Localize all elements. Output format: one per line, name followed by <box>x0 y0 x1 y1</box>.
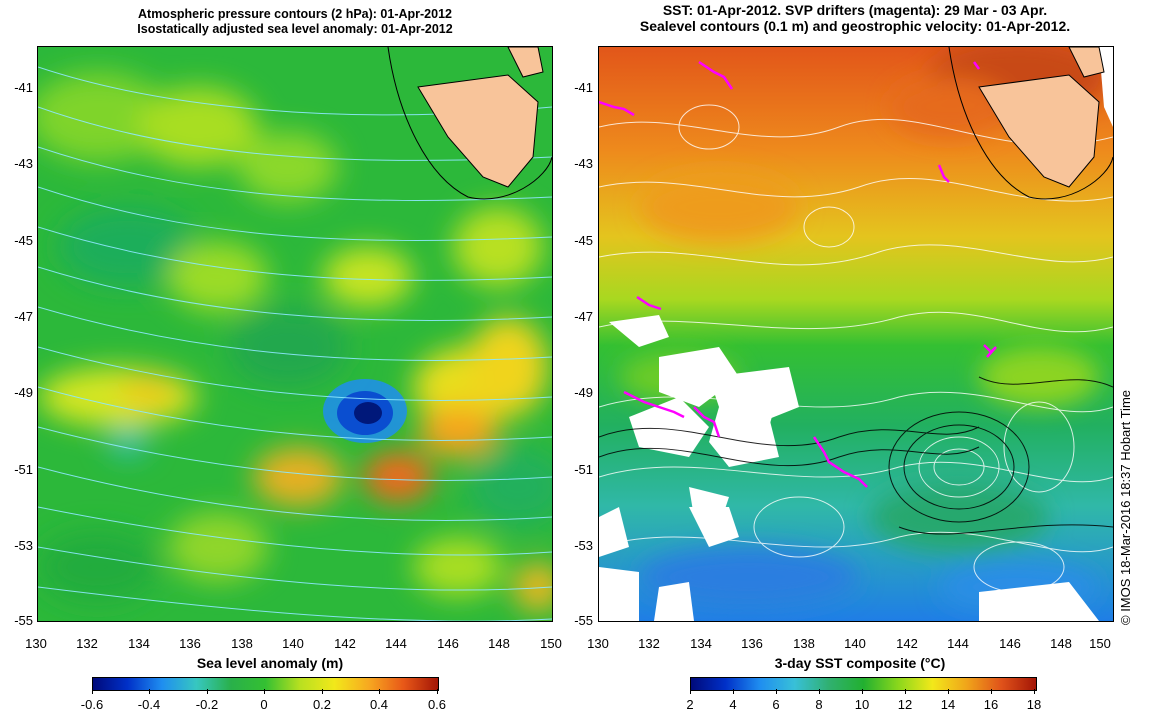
left-ytick: -41 <box>14 80 33 95</box>
sst-colorbar-label: 8 <box>815 697 823 712</box>
sla-colorbar-label: 0 <box>260 697 268 712</box>
sst-colorbar-tick <box>690 689 691 694</box>
left-xtick: 130 <box>25 636 47 651</box>
sea-level-colorbar <box>92 677 439 691</box>
left-xaxis-title: Sea level anomaly (m) <box>196 655 344 671</box>
sla-colorbar-label: -0.2 <box>195 697 219 712</box>
sst-colorbar <box>690 677 1037 691</box>
right-ytick: -51 <box>574 462 593 477</box>
sst-colorbar-tick <box>991 689 992 694</box>
sla-colorbar-label: -0.6 <box>80 697 104 712</box>
right-xtick: 146 <box>999 636 1021 651</box>
left-xtick: 142 <box>334 636 356 651</box>
left-title-line2: Isostatically adjusted sea level anomaly… <box>137 22 453 36</box>
sst-colorbar-label: 6 <box>772 697 780 712</box>
right-ytick: -45 <box>574 233 593 248</box>
right-ytick: -41 <box>574 80 593 95</box>
left-ytick: -45 <box>14 233 33 248</box>
left-xtick: 150 <box>540 636 562 651</box>
right-xtick: 130 <box>587 636 609 651</box>
sst-colorbar-label: 12 <box>897 697 913 712</box>
tasmania-land <box>948 47 1113 200</box>
right-ytick: -49 <box>574 385 593 400</box>
sst-svg <box>599 47 1113 621</box>
imos-credit: © IMOS 18-Mar-2016 18:37 Hobart Time <box>1118 389 1133 625</box>
sst-colorbar-label: 18 <box>1026 697 1042 712</box>
sst-colorbar-label: 14 <box>940 697 956 712</box>
left-ytick: -55 <box>14 613 33 628</box>
sla-colorbar-tick <box>264 689 265 694</box>
right-ytick: -55 <box>574 613 593 628</box>
sst-colorbar-label: 16 <box>983 697 999 712</box>
sst-colorbar-tick <box>948 689 949 694</box>
right-xtick: 138 <box>793 636 815 651</box>
sla-colorbar-tick <box>92 689 93 694</box>
left-xtick: 146 <box>437 636 459 651</box>
sst-colorbar-tick <box>776 689 777 694</box>
sst-colorbar-tick <box>905 689 906 694</box>
svp-drifters <box>599 60 997 488</box>
sst-colorbar-label: 2 <box>686 697 694 712</box>
right-xtick: 132 <box>638 636 660 651</box>
sst-colorbar-tick <box>862 689 863 694</box>
right-xaxis-title: 3-day SST composite (°C) <box>774 655 946 671</box>
left-xtick: 132 <box>76 636 98 651</box>
right-xtick: 150 <box>1089 636 1111 651</box>
low-anomaly-eddy <box>323 379 407 443</box>
right-xtick: 136 <box>741 636 763 651</box>
right-xtick: 142 <box>896 636 918 651</box>
sla-colorbar-tick <box>149 689 150 694</box>
right-title-line2: Sealevel contours (0.1 m) and geostrophi… <box>639 18 1071 34</box>
sla-colorbar-tick <box>437 689 438 694</box>
right-title-line1: SST: 01-Apr-2012. SVP drifters (magenta)… <box>662 2 1048 18</box>
left-xtick: 136 <box>179 636 201 651</box>
pressure-contours <box>38 66 552 621</box>
left-ytick: -53 <box>14 538 33 553</box>
right-xtick: 144 <box>947 636 969 651</box>
anomaly-field <box>38 72 552 612</box>
sea-level-anomaly-svg <box>38 47 552 621</box>
left-ytick: -49 <box>14 385 33 400</box>
left-ytick: -47 <box>14 309 33 324</box>
sst-colorbar-tick <box>733 689 734 694</box>
right-xtick: 140 <box>844 636 866 651</box>
sst-colorbar-tick <box>1034 689 1035 694</box>
sla-colorbar-tick <box>322 689 323 694</box>
cloud-mask <box>599 47 1113 621</box>
sst-colorbar-label: 10 <box>854 697 870 712</box>
sla-colorbar-tick <box>207 689 208 694</box>
right-xtick: 148 <box>1050 636 1072 651</box>
sla-colorbar-label: 0.2 <box>312 697 332 712</box>
left-xtick: 144 <box>385 636 407 651</box>
right-xtick: 134 <box>690 636 712 651</box>
left-xtick: 140 <box>282 636 304 651</box>
sla-colorbar-label: -0.4 <box>137 697 161 712</box>
sst-map <box>598 46 1114 622</box>
right-map-title: SST: 01-Apr-2012. SVP drifters (magenta)… <box>585 2 1125 34</box>
sst-colorbar-tick <box>819 689 820 694</box>
right-ytick: -53 <box>574 538 593 553</box>
sla-colorbar-label: 0.6 <box>427 697 447 712</box>
left-ytick: -43 <box>14 156 33 171</box>
left-xtick: 134 <box>128 636 150 651</box>
right-ytick: -47 <box>574 309 593 324</box>
left-xtick: 138 <box>231 636 253 651</box>
left-map-title: Atmospheric pressure contours (2 hPa): 0… <box>40 7 550 37</box>
sla-colorbar-tick <box>379 689 380 694</box>
tasmania-land <box>387 47 552 200</box>
sea-level-anomaly-map <box>37 46 553 622</box>
sla-colorbar-label: 0.4 <box>369 697 389 712</box>
left-ytick: -51 <box>14 462 33 477</box>
left-xtick: 148 <box>488 636 510 651</box>
sst-colorbar-label: 4 <box>729 697 737 712</box>
left-title-line1: Atmospheric pressure contours (2 hPa): 0… <box>138 7 452 21</box>
right-ytick: -43 <box>574 156 593 171</box>
geostrophic-streamlines <box>599 376 1113 535</box>
